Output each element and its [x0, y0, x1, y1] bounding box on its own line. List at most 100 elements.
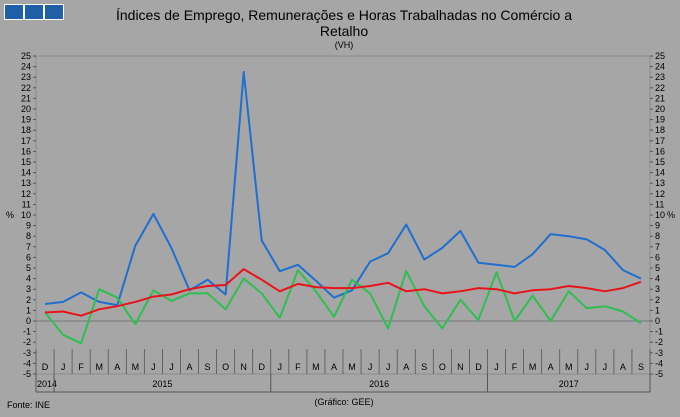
y-tick-label-left: 18	[21, 125, 31, 135]
series-line-horas-trabalhadas	[44, 269, 642, 345]
y-tick-label-left: -1	[23, 327, 31, 337]
y-tick-label-right: -2	[655, 337, 663, 347]
y-tick-label-right: -4	[655, 358, 663, 368]
x-month-label: S	[638, 362, 644, 372]
y-tick-label-left: 16	[21, 146, 31, 156]
y-tick-label-right: 21	[655, 93, 665, 103]
x-month-label: M	[348, 362, 356, 372]
logo-square-3	[44, 4, 64, 20]
x-month-label: O	[222, 362, 229, 372]
y-tick-label-right: 16	[655, 146, 665, 156]
y-tick-label-left: 6	[26, 252, 31, 262]
y-tick-label-left: 0	[26, 316, 31, 326]
y-tick-label-left: -2	[23, 337, 31, 347]
x-month-label: J	[368, 362, 373, 372]
source-note: Fonte: INE	[7, 400, 50, 410]
x-month-label: M	[312, 362, 320, 372]
x-month-label: N	[457, 362, 464, 372]
y-tick-label-right: 1	[655, 305, 660, 315]
y-axis-label-right: %	[667, 210, 675, 220]
x-year-label: 2015	[152, 379, 172, 389]
y-axis-label-left: %	[6, 210, 14, 220]
x-month-label: A	[548, 362, 554, 372]
chart-credit: (Gráfico: GEE)	[314, 397, 373, 407]
x-month-label: A	[620, 362, 626, 372]
y-tick-label-left: 25	[21, 51, 31, 61]
y-tick-label-left: -4	[23, 358, 31, 368]
y-tick-label-left: 13	[21, 178, 31, 188]
y-axis-left: -5-4-3-2-1012345678910111213141516171819…	[21, 51, 36, 379]
x-month-label: F	[295, 362, 301, 372]
logo-square-2	[24, 4, 44, 20]
y-tick-label-left: 9	[26, 221, 31, 231]
y-tick-label-right: -1	[655, 327, 663, 337]
y-axis-right: -5-4-3-2-1012345678910111213141516171819…	[650, 51, 665, 379]
y-tick-label-right: 17	[655, 136, 665, 146]
x-month-label: M	[95, 362, 103, 372]
y-tick-label-right: 8	[655, 231, 660, 241]
x-month-label: O	[439, 362, 446, 372]
y-tick-label-left: 23	[21, 72, 31, 82]
x-year-label: 2014	[37, 379, 57, 389]
y-tick-label-left: 5	[26, 263, 31, 273]
y-tick-label-right: 7	[655, 242, 660, 252]
x-month-label: D	[258, 362, 265, 372]
x-month-label: J	[585, 362, 590, 372]
y-tick-label-right: 10	[655, 210, 665, 220]
logo-square-1	[4, 4, 24, 20]
y-tick-label-right: 4	[655, 274, 660, 284]
y-tick-label-left: 19	[21, 115, 31, 125]
y-tick-label-right: 23	[655, 72, 665, 82]
y-tick-label-left: 1	[26, 305, 31, 315]
series-lines	[36, 70, 650, 345]
y-tick-label-left: 3	[26, 284, 31, 294]
x-month-label: J	[386, 362, 391, 372]
x-month-label: J	[61, 362, 66, 372]
x-month-label: S	[205, 362, 211, 372]
chart-subtitle: (VH)	[335, 40, 354, 50]
x-month-label: J	[169, 362, 174, 372]
x-month-label: M	[565, 362, 573, 372]
x-year-label: 2017	[559, 379, 579, 389]
y-tick-label-right: 15	[655, 157, 665, 167]
y-tick-label-left: 10	[21, 210, 31, 220]
y-tick-label-right: 9	[655, 221, 660, 231]
y-tick-label-right: 25	[655, 51, 665, 61]
y-tick-label-left: 12	[21, 189, 31, 199]
x-month-label: A	[186, 362, 192, 372]
chart-title-line2: Retalho	[320, 23, 368, 39]
y-tick-label-right: 22	[655, 83, 665, 93]
y-tick-label-left: 17	[21, 136, 31, 146]
y-tick-label-right: 13	[655, 178, 665, 188]
y-tick-label-right: 11	[655, 199, 664, 209]
y-tick-label-left: 4	[26, 274, 31, 284]
y-tick-label-right: 0	[655, 316, 660, 326]
y-tick-label-right: 20	[655, 104, 665, 114]
y-tick-label-right: 19	[655, 115, 665, 125]
x-axis: D J F M A M J J A S O N D J F M A M J J A S O N D J F M A M J J A S 2014 20…	[35, 349, 651, 393]
x-month-label: J	[494, 362, 499, 372]
x-month-label: D	[475, 362, 482, 372]
series-line-remunera-es	[44, 70, 642, 307]
y-tick-label-right: 14	[655, 168, 665, 178]
y-tick-label-left: 7	[26, 242, 31, 252]
y-tick-label-left: 11	[22, 199, 31, 209]
x-month-label: F	[78, 362, 84, 372]
y-tick-label-left: 21	[21, 93, 31, 103]
x-month-label: N	[240, 362, 247, 372]
x-month-label: A	[331, 362, 337, 372]
y-tick-label-right: 18	[655, 125, 665, 135]
y-tick-label-left: 8	[26, 231, 31, 241]
y-tick-label-right: 2	[655, 295, 660, 305]
x-month-label: D	[42, 362, 49, 372]
y-tick-label-left: -5	[23, 369, 31, 379]
y-tick-label-left: -3	[23, 348, 31, 358]
y-tick-label-right: 12	[655, 189, 665, 199]
x-year-label: 2016	[369, 379, 389, 389]
y-tick-label-right: 6	[655, 252, 660, 262]
y-tick-label-right: 24	[655, 62, 665, 72]
series-line-emprego	[44, 268, 642, 317]
y-tick-label-left: 14	[21, 168, 31, 178]
chart-title-line1: Índices de Emprego, Remunerações e Horas…	[116, 7, 572, 23]
